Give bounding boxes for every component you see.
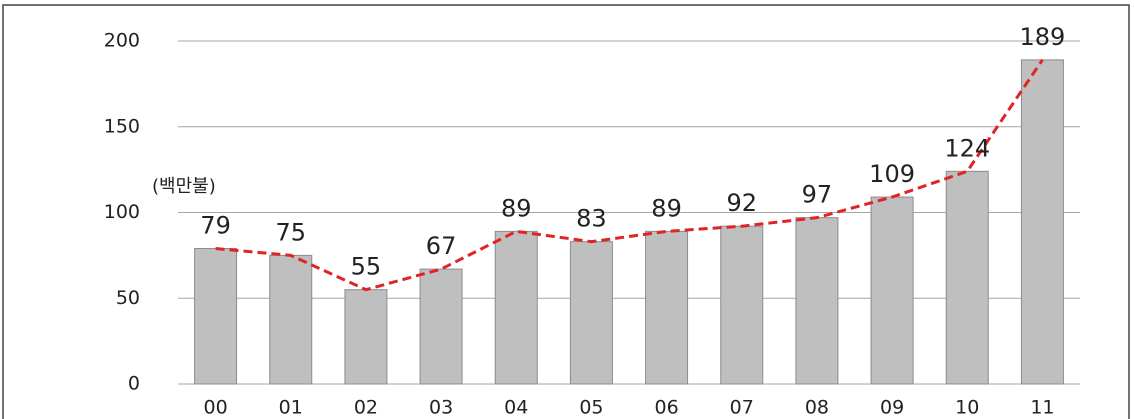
data-label: 92 bbox=[726, 189, 757, 217]
bar bbox=[569, 241, 613, 385]
bar bbox=[269, 254, 313, 385]
data-label: 109 bbox=[869, 160, 915, 188]
trend-line bbox=[215, 59, 1044, 292]
x-tick-label: 07 bbox=[730, 397, 754, 419]
bar bbox=[194, 248, 238, 385]
y-tick-label: 150 bbox=[104, 115, 140, 137]
data-label: 97 bbox=[802, 181, 833, 209]
y-tick-label: 50 bbox=[116, 287, 140, 309]
bar bbox=[419, 268, 463, 385]
bar bbox=[870, 196, 914, 385]
bar bbox=[344, 289, 388, 385]
frame bbox=[2, 4, 1130, 419]
x-tick-label: 02 bbox=[354, 397, 378, 419]
y-tick-label: 0 bbox=[128, 373, 140, 395]
data-label: 89 bbox=[651, 194, 682, 222]
bar bbox=[720, 225, 764, 385]
x-tick-label: 11 bbox=[1030, 397, 1054, 419]
x-tick-label: 05 bbox=[579, 397, 603, 419]
bar bbox=[945, 170, 989, 385]
data-label: 79 bbox=[200, 212, 231, 240]
bar bbox=[1020, 59, 1064, 385]
data-label: 124 bbox=[944, 134, 990, 162]
data-label: 67 bbox=[426, 232, 457, 260]
data-label: 189 bbox=[1020, 23, 1066, 51]
y-tick-label: 200 bbox=[104, 30, 140, 52]
x-tick-label: 06 bbox=[654, 397, 678, 419]
bar bbox=[795, 217, 839, 385]
bar bbox=[645, 230, 689, 385]
x-tick-label: 01 bbox=[279, 397, 303, 419]
x-tick-label: 00 bbox=[203, 397, 227, 419]
y-tick-label: 100 bbox=[104, 201, 140, 223]
unit-annotation: (백만불) bbox=[152, 176, 216, 197]
x-tick-label: 03 bbox=[429, 397, 453, 419]
x-tick-label: 08 bbox=[805, 397, 829, 419]
bar bbox=[494, 230, 538, 385]
data-label: 75 bbox=[275, 218, 306, 246]
data-label: 55 bbox=[351, 253, 382, 281]
data-label: 83 bbox=[576, 205, 607, 233]
data-label: 89 bbox=[501, 194, 532, 222]
x-tick-label: 04 bbox=[504, 397, 528, 419]
x-tick-label: 09 bbox=[880, 397, 904, 419]
x-tick-label: 10 bbox=[955, 397, 979, 419]
